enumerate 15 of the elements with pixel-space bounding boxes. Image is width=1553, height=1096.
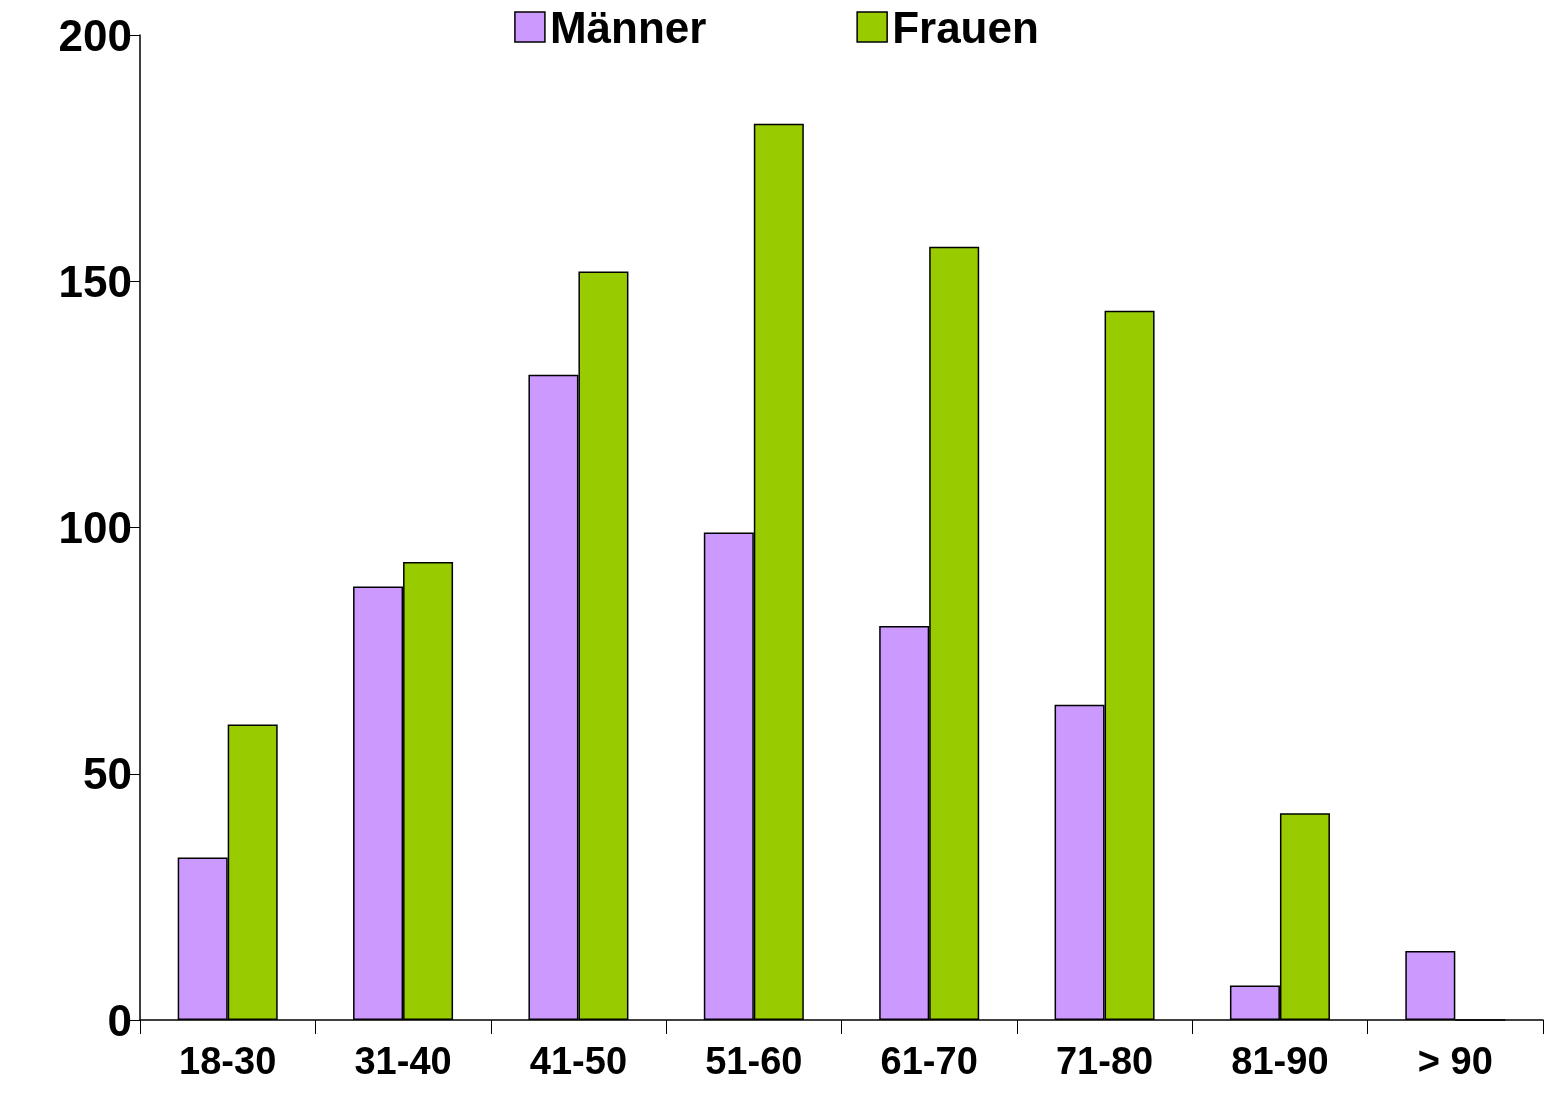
x-tick-label: 31-40 <box>354 1040 452 1082</box>
x-tick-label: 41-50 <box>529 1040 628 1082</box>
x-tick-label: 71-80 <box>1055 1040 1154 1082</box>
x-tick-label: 81-90 <box>1231 1040 1329 1082</box>
y-tick-label: 200 <box>58 10 132 60</box>
x-tick-label: 18-30 <box>179 1040 277 1082</box>
legend-label: Frauen <box>892 2 1039 52</box>
y-tick-label: 100 <box>58 503 132 552</box>
y-tick-label: 150 <box>58 256 132 306</box>
x-tick-label: 51-60 <box>705 1040 803 1082</box>
x-tick-label: > 90 <box>1417 1040 1493 1082</box>
x-tick-label: 61-70 <box>880 1040 978 1082</box>
legend-label: Männer <box>549 2 707 52</box>
y-tick-label: 50 <box>83 749 132 799</box>
y-tick-label: 0 <box>107 995 132 1045</box>
